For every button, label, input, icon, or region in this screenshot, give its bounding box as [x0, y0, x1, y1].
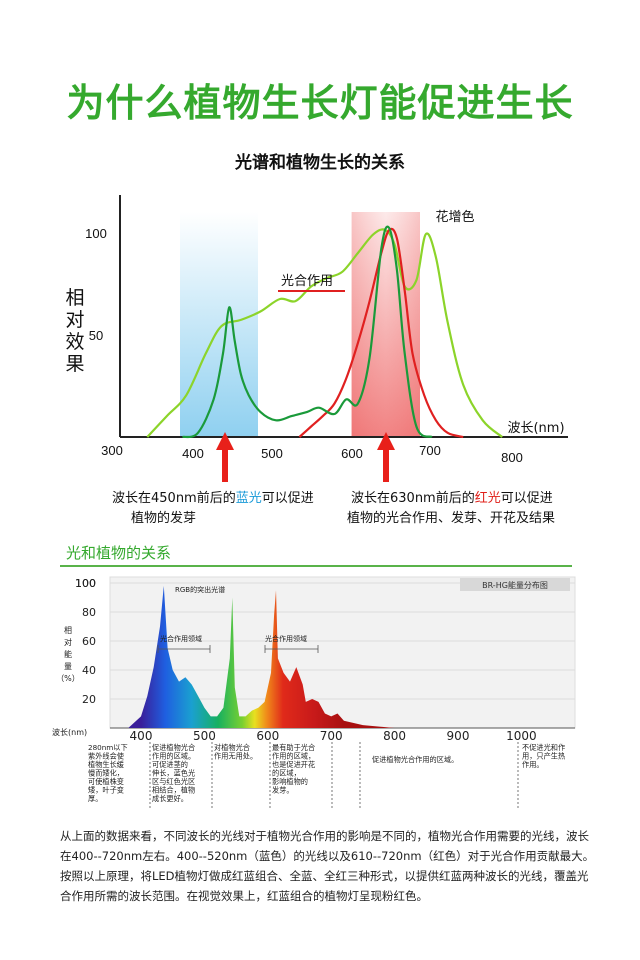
chart2-x-tick: 400 — [130, 729, 153, 743]
y-axis-label-char: 果 — [65, 353, 84, 375]
table-cell-text: 可促进茎的 — [152, 760, 188, 769]
series-line-lightgreen — [146, 228, 503, 438]
chart2-y-label-char: 能 — [64, 649, 72, 659]
chart2-y-tick: 80 — [82, 606, 96, 619]
table-cell-text: 成长更好。 — [152, 794, 188, 803]
chart2-legend-box — [460, 578, 570, 591]
section-title: 光和植物的关系 — [66, 544, 172, 562]
chart2-title: BR-HG能量分布图 — [482, 580, 548, 590]
x-axis-label: 波长(nm) — [507, 421, 564, 436]
table-cell-text: 相结合，植物 — [152, 786, 195, 795]
chart2-y-label-char: （%） — [56, 674, 80, 683]
blue-light-note: 波长在450nm前后的蓝光可以促进 — [112, 490, 314, 506]
table-cell-text: 最有助于光合 — [272, 743, 315, 752]
table-cell-text: 的区域， — [272, 769, 301, 778]
x-tick-label: 600 — [341, 446, 363, 461]
chart2-y-top-tick: 100 — [75, 577, 96, 590]
x-tick-label: 400 — [182, 446, 204, 461]
red-band-overlay — [351, 212, 420, 437]
red-light-note-line2: 植物的光合作用、发芽、开花及结果 — [347, 510, 555, 526]
table-cell-text: 作用。 — [522, 760, 544, 769]
photosynthesis-zone-label-2: 光合作用领域 — [265, 634, 307, 643]
section-divider — [60, 565, 572, 567]
x-tick-label: 800 — [501, 450, 523, 465]
chart-title: 光谱和植物生长的关系 — [235, 153, 405, 173]
table-cell-text: 也是促进开花 — [272, 760, 315, 769]
chart2-y-tick: 40 — [82, 664, 96, 677]
paragraph-2: 按照以上原理，将LED植物灯做成红蓝组合、全蓝、全红三种形式，以提供红蓝两种波长… — [60, 869, 589, 903]
flower-color-label: 花增色 — [435, 209, 474, 225]
chart2-x-tick: 1000 — [506, 729, 537, 743]
table-cell-text: 区与红色光区 — [152, 777, 195, 786]
rgb-peak-label: RGB的突出光谱 — [175, 585, 225, 594]
table-cell-text: 作用无用处。 — [214, 752, 257, 761]
table-cell-text: 矮，叶子变 — [88, 786, 124, 795]
blue-light-note-line2: 植物的发芽 — [131, 510, 196, 526]
table-cell-text: 280nm以下 — [88, 743, 128, 752]
chart2-x-axis-label: 波长(nm) — [52, 727, 87, 737]
chart2-y-label-char: 对 — [64, 637, 72, 647]
x-tick-label: 700 — [419, 443, 441, 458]
table-cell-text: 不促进光和作 — [522, 743, 565, 752]
table-cell-text: 可使植株变 — [88, 777, 124, 786]
chart2-x-tick: 900 — [447, 729, 470, 743]
blue-arrow-head — [216, 432, 234, 450]
chart2-x-tick: 800 — [383, 729, 406, 743]
chart2-y-tick: 20 — [82, 693, 96, 706]
x-tick-label: 500 — [261, 446, 283, 461]
photosynthesis-zone-label-1: 光合作用领域 — [160, 634, 202, 643]
red-arrow-shaft — [383, 446, 389, 482]
red-arrow-head — [377, 432, 395, 450]
table-cell-text: 紫外线会使 — [88, 752, 124, 761]
chart2-x-tick: 500 — [193, 729, 216, 743]
photosynthesis-label: 光合作用 — [281, 274, 333, 289]
y-tick-label: 50 — [89, 328, 103, 343]
chart2-x-tick: 600 — [256, 729, 279, 743]
red-light-note: 波长在630nm前后的红光可以促进 — [351, 490, 553, 506]
table-cell-text: 促进植物光合作用的区域。 — [372, 755, 458, 764]
x-tick-label: 300 — [101, 443, 123, 458]
table-cell-text: 伸长，蓝色光 — [152, 769, 195, 778]
table-cell-text: 植物生长缓 — [88, 760, 124, 769]
table-cell-text: 作用的区域， — [272, 752, 315, 761]
chart2-y-label-char: 相 — [64, 625, 72, 635]
y-tick-label: 100 — [85, 226, 107, 241]
spectrum-area — [128, 585, 459, 728]
table-cell-text: 发芽。 — [272, 786, 294, 795]
series-line-photosynthesis — [298, 227, 464, 439]
chart2-x-tick: 700 — [320, 729, 343, 743]
table-cell-text: 促进植物光合 — [152, 743, 195, 752]
blue-band — [180, 212, 258, 437]
chart2-y-tick: 100 — [75, 577, 96, 590]
y-axis-label-char: 效 — [65, 331, 84, 353]
table-cell-text: 用，只产生热 — [522, 752, 565, 761]
table-cell-text: 厚。 — [88, 794, 102, 803]
table-cell-text: 影响植物的 — [272, 777, 308, 786]
page-title: 为什么植物生长灯能促进生长 — [66, 81, 574, 125]
table-cell-text: 作用的区域。 — [152, 752, 195, 761]
paragraph-1: 从上面的数据来看，不同波长的光线对于植物光合作用的影响是不同的，植物光合作用需要… — [60, 829, 595, 863]
series-line-flower-color — [182, 225, 433, 439]
chart2-y-label-char: 量 — [64, 662, 72, 671]
blue-arrow-shaft — [222, 446, 228, 482]
y-axis-label-char: 对 — [65, 309, 84, 331]
y-axis-label-char: 相 — [65, 287, 84, 309]
table-cell-text: 慢而矮化， — [88, 769, 124, 778]
chart2-y-tick: 60 — [82, 635, 96, 648]
table-cell-text: 对植物光合 — [214, 743, 250, 752]
chart2-frame — [109, 576, 576, 729]
